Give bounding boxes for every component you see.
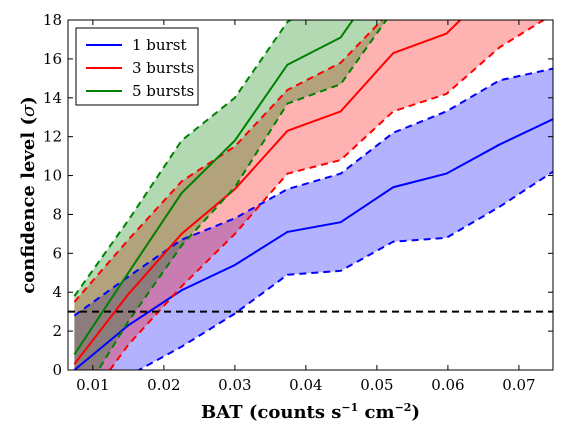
y-tick-label: 18 bbox=[43, 11, 62, 29]
y-tick-label: 0 bbox=[52, 361, 62, 379]
x-tick-label: 0.02 bbox=[147, 376, 180, 394]
series-3-lower-line bbox=[97, 20, 388, 370]
axis-ticks bbox=[68, 19, 553, 371]
series-3-confidence-band bbox=[74, 20, 387, 370]
y-tick-label: 2 bbox=[52, 322, 62, 340]
y-axis-label: confidence level (σ) bbox=[18, 96, 39, 294]
plot-area bbox=[68, 20, 553, 370]
series-2-lower-line bbox=[108, 20, 546, 370]
legend-label-2: 3 bursts bbox=[132, 59, 194, 77]
y-tick-label: 6 bbox=[52, 244, 62, 262]
series-1-lower-line bbox=[136, 170, 553, 370]
x-axis-label: BAT (counts s−1 cm−2) bbox=[201, 401, 420, 423]
x-tick-label: 0.01 bbox=[76, 376, 109, 394]
x-tick-label: 0.06 bbox=[431, 376, 464, 394]
series-3-upper-line bbox=[73, 20, 293, 297]
x-tick-label: 0.05 bbox=[360, 376, 393, 394]
series-2-upper-line bbox=[73, 20, 384, 303]
y-tick-label: 16 bbox=[43, 50, 62, 68]
y-tick-label: 8 bbox=[52, 205, 62, 223]
x-tick-label: 0.03 bbox=[218, 376, 251, 394]
y-tick-label: 12 bbox=[43, 128, 62, 146]
legend: 1 burst 3 bursts 5 bursts bbox=[75, 27, 199, 106]
series-1-mid-line bbox=[73, 118, 553, 370]
plot-frame bbox=[67, 19, 554, 371]
legend-label-3: 5 bursts bbox=[132, 82, 194, 100]
x-tick-label: 0.04 bbox=[289, 376, 322, 394]
y-tick-label: 14 bbox=[43, 89, 62, 107]
x-tick-label: 0.07 bbox=[502, 376, 535, 394]
series-1-confidence-band bbox=[74, 68, 553, 370]
series-2-mid-line bbox=[73, 20, 462, 365]
series-1-upper-line bbox=[73, 67, 553, 317]
y-tick-label: 10 bbox=[43, 167, 62, 185]
legend-box bbox=[75, 27, 199, 106]
legend-label-1: 1 burst bbox=[132, 36, 186, 54]
series-3-mid-line bbox=[73, 20, 355, 355]
axis-tick-labels: 0.01 0.02 0.03 0.04 0.05 0.06 0.07 0 2 4 6 8 10 12 14 1… bbox=[43, 11, 536, 394]
series-2-confidence-band bbox=[74, 20, 544, 370]
y-tick-label: 4 bbox=[52, 283, 62, 301]
